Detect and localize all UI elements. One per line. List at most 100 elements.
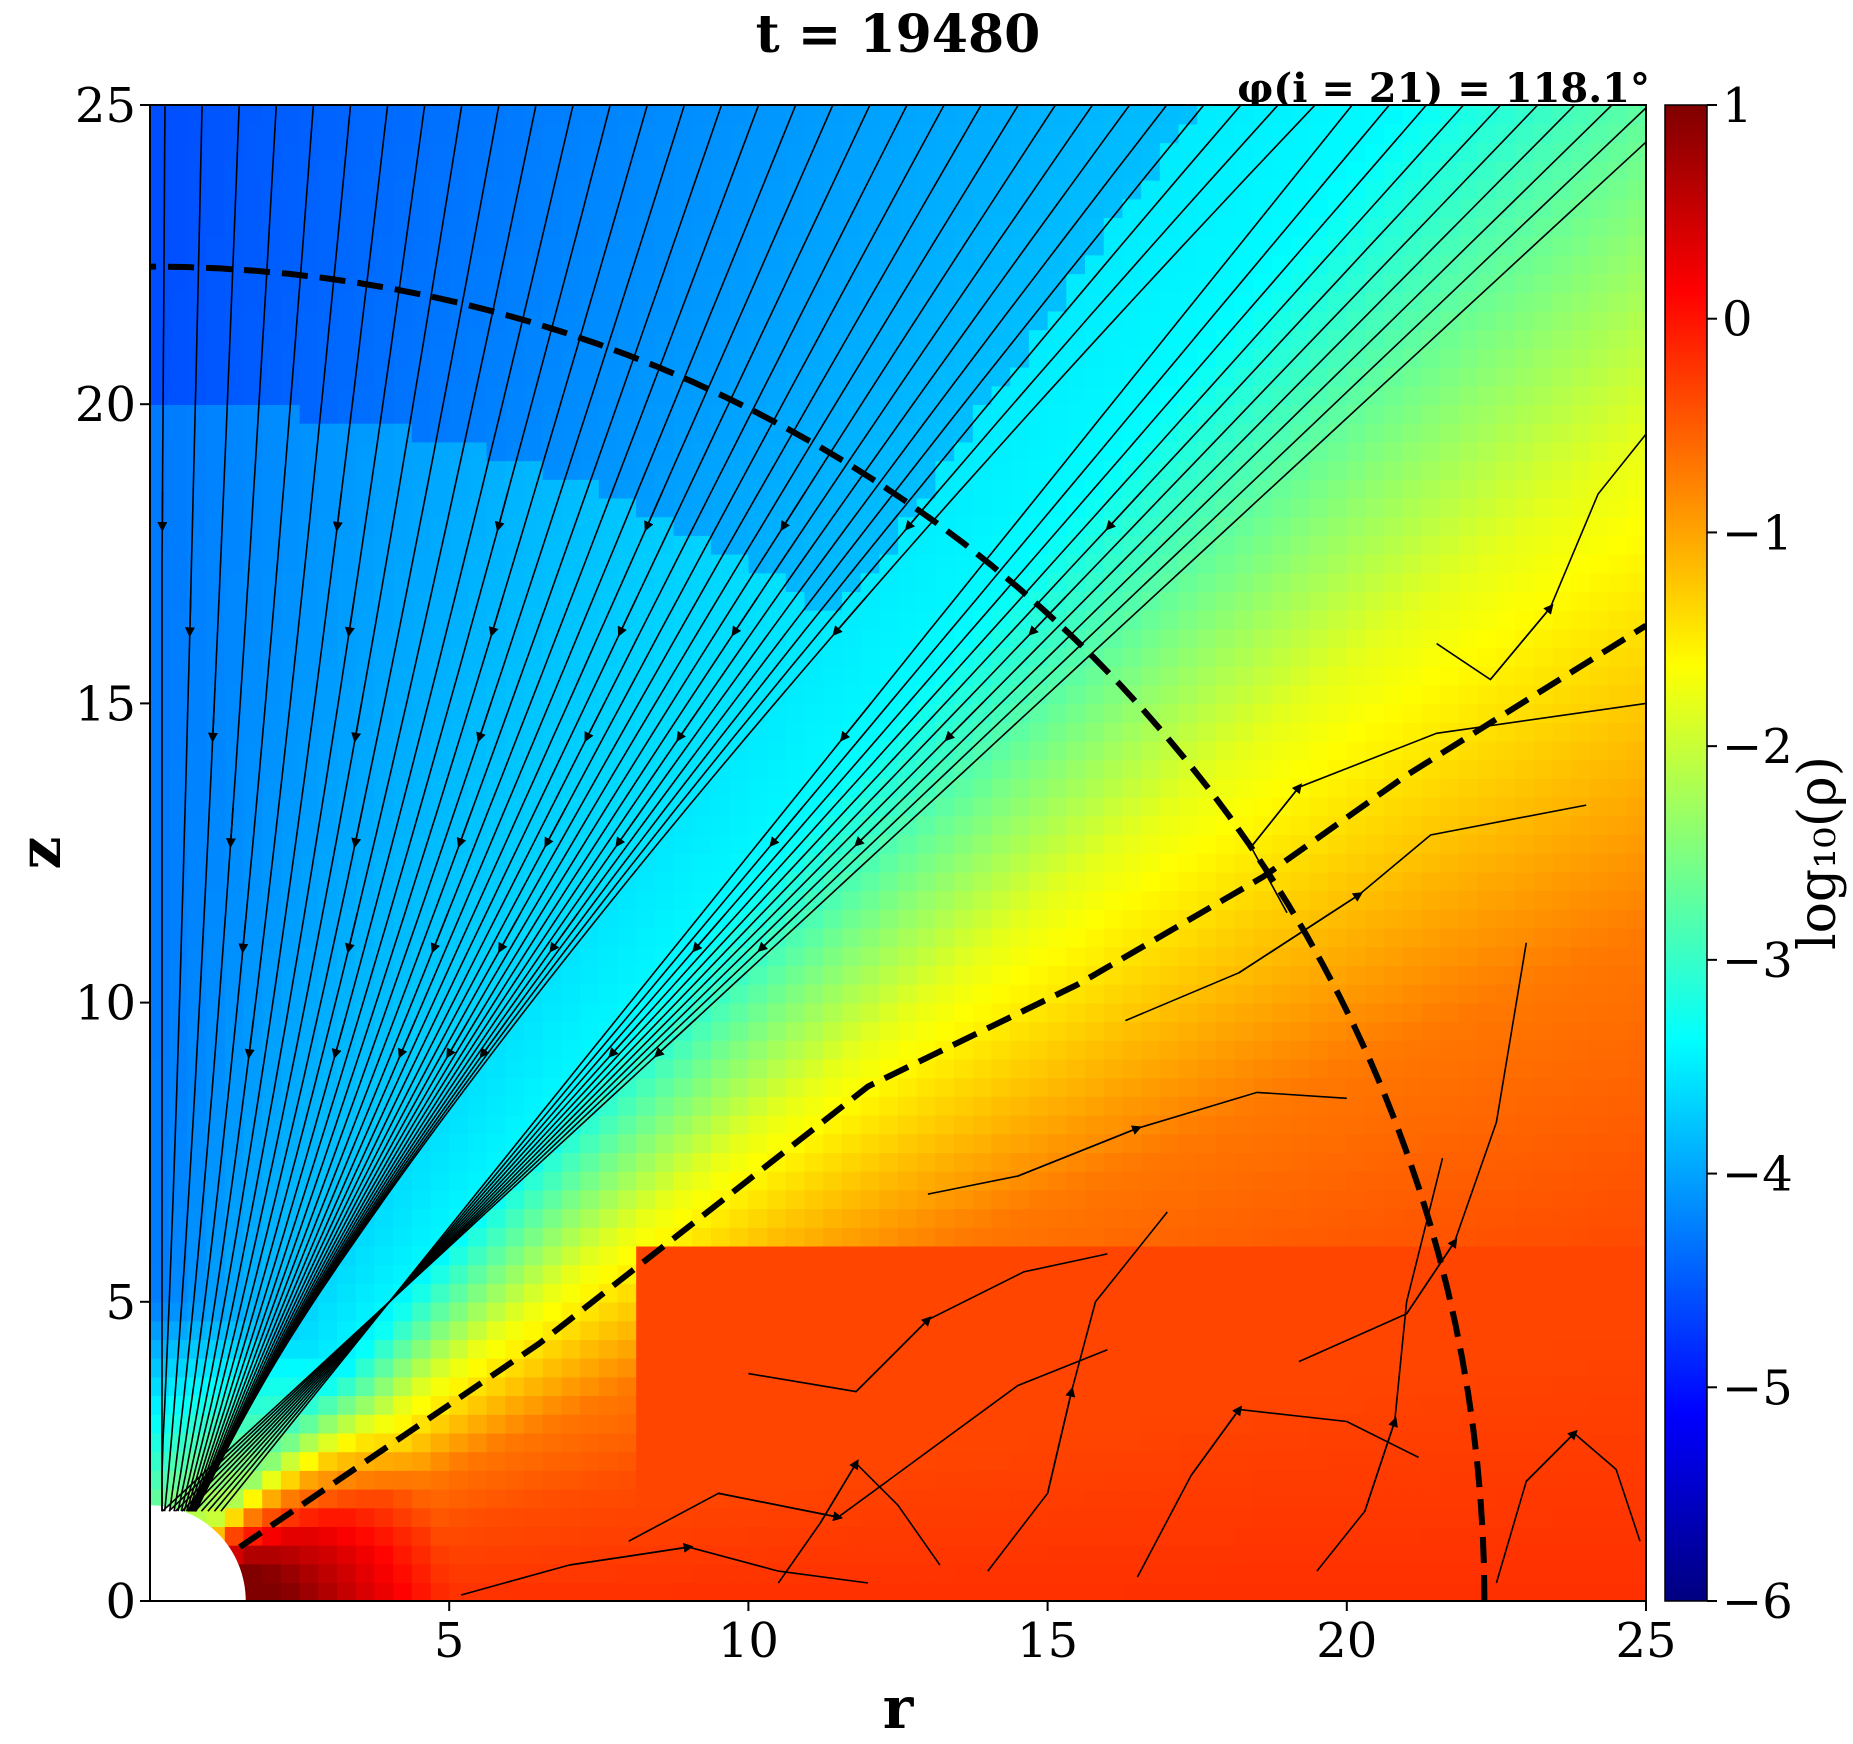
heat-cell	[393, 235, 413, 256]
heat-cell	[860, 1414, 881, 1434]
heat-cell	[187, 815, 207, 836]
heat-cell	[1103, 1133, 1124, 1153]
heat-cell	[1028, 273, 1049, 293]
heat-cell	[1197, 684, 1217, 705]
heat-cell	[1010, 740, 1030, 761]
heat-cell	[337, 1582, 357, 1601]
heat-cell	[1309, 983, 1329, 1004]
heat-cell	[262, 385, 282, 405]
heat-cell	[224, 105, 245, 125]
heat-cell	[150, 778, 170, 798]
heat-cell	[524, 1283, 544, 1303]
heat-cell	[262, 1077, 282, 1097]
heat-cell	[598, 161, 619, 181]
heat-cell	[954, 217, 974, 237]
heat-cell	[748, 666, 768, 686]
heat-cell	[860, 1245, 881, 1266]
heat-cell	[729, 759, 750, 779]
heat-cell	[150, 1189, 170, 1210]
heat-cell	[411, 366, 432, 387]
heat-cell	[1122, 1096, 1142, 1116]
heat-cell	[1215, 740, 1236, 761]
heat-cell	[1085, 609, 1105, 630]
heat-cell	[1010, 1376, 1030, 1397]
heat-cell	[449, 179, 469, 200]
heat-cell	[804, 778, 824, 798]
heat-cell	[411, 1170, 432, 1191]
heat-cell	[1028, 460, 1049, 480]
heat-cell	[505, 609, 525, 630]
heat-cell	[1122, 1432, 1142, 1453]
heat-cell	[449, 1488, 469, 1509]
heat-cell	[804, 740, 824, 761]
heat-cell	[1028, 1339, 1049, 1359]
heat-cell	[598, 572, 619, 592]
heat-cell	[1085, 254, 1105, 275]
heat-cell	[804, 161, 824, 181]
heat-cell	[916, 1544, 937, 1565]
heat-cell	[1272, 1227, 1292, 1247]
heat-cell	[542, 666, 563, 686]
heat-cell	[524, 1320, 544, 1340]
heat-cell	[206, 1114, 226, 1135]
heat-cell	[748, 310, 768, 331]
heat-cell	[486, 161, 507, 181]
heat-cell	[1197, 722, 1217, 742]
heat-cell	[449, 1021, 469, 1041]
heat-cell	[1066, 292, 1086, 312]
heat-cell	[598, 1301, 619, 1322]
heat-cell	[1066, 161, 1086, 181]
heat-cell	[355, 628, 376, 649]
heat-cell	[486, 1320, 507, 1340]
heat-cell	[1309, 1395, 1329, 1415]
heat-cell	[1141, 535, 1161, 555]
heat-cell	[1197, 853, 1217, 873]
heat-cell	[673, 1096, 694, 1116]
heat-cell	[617, 535, 637, 555]
heat-cell	[729, 965, 750, 985]
heat-cell	[935, 254, 955, 275]
heat-cell	[580, 179, 600, 200]
heat-cell	[898, 909, 918, 929]
heat-cell	[1272, 1395, 1292, 1415]
heat-cell	[355, 1301, 376, 1322]
heat-cell	[1178, 1395, 1198, 1415]
heat-cell	[393, 198, 413, 218]
heat-cell	[1066, 1507, 1086, 1527]
heat-cell	[1253, 1189, 1273, 1210]
heat-cell	[411, 1077, 432, 1097]
heat-cell	[823, 1526, 843, 1546]
heat-cell	[1290, 1170, 1311, 1191]
heat-cell	[467, 1096, 488, 1116]
heat-cell	[954, 273, 974, 293]
heat-cell	[841, 1058, 862, 1079]
heat-cell	[860, 983, 881, 1004]
heat-cell	[1066, 198, 1086, 218]
heat-cell	[168, 1227, 189, 1247]
heat-cell	[1197, 1170, 1217, 1191]
heat-cell	[374, 1526, 394, 1546]
heat-cell	[785, 1320, 806, 1340]
heat-cell	[860, 1040, 881, 1060]
heat-cell	[168, 796, 189, 817]
heat-cell	[898, 292, 918, 312]
heat-cell	[262, 235, 282, 256]
heat-cell	[841, 348, 862, 368]
heat-cell	[879, 161, 899, 181]
heat-cell	[711, 1264, 731, 1284]
heat-cell	[355, 1507, 376, 1527]
heat-cell	[935, 1395, 955, 1415]
heat-cell	[1141, 310, 1161, 331]
heat-cell	[916, 1395, 937, 1415]
heat-cell	[1197, 1339, 1217, 1359]
heat-cell	[785, 348, 806, 368]
heat-cell	[299, 1058, 320, 1079]
heat-cell	[654, 292, 675, 312]
heat-cell	[1028, 1414, 1049, 1434]
heat-cell	[337, 1264, 357, 1284]
heat-cell	[1290, 179, 1311, 200]
heat-cell	[972, 441, 993, 462]
heat-cell	[355, 123, 376, 144]
heat-cell	[767, 1507, 787, 1527]
heat-cell	[243, 142, 263, 162]
